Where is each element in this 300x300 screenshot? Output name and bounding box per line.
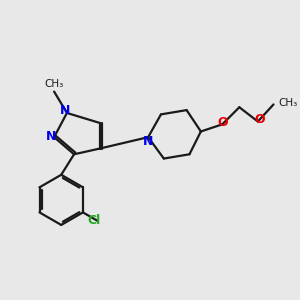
Text: Cl: Cl xyxy=(88,214,101,227)
Text: CH₃: CH₃ xyxy=(44,79,64,89)
Text: CH₃: CH₃ xyxy=(279,98,298,108)
Text: N: N xyxy=(60,104,71,117)
Text: N: N xyxy=(143,135,153,148)
Text: N: N xyxy=(46,130,56,143)
Text: O: O xyxy=(254,113,265,126)
Text: O: O xyxy=(217,116,227,129)
